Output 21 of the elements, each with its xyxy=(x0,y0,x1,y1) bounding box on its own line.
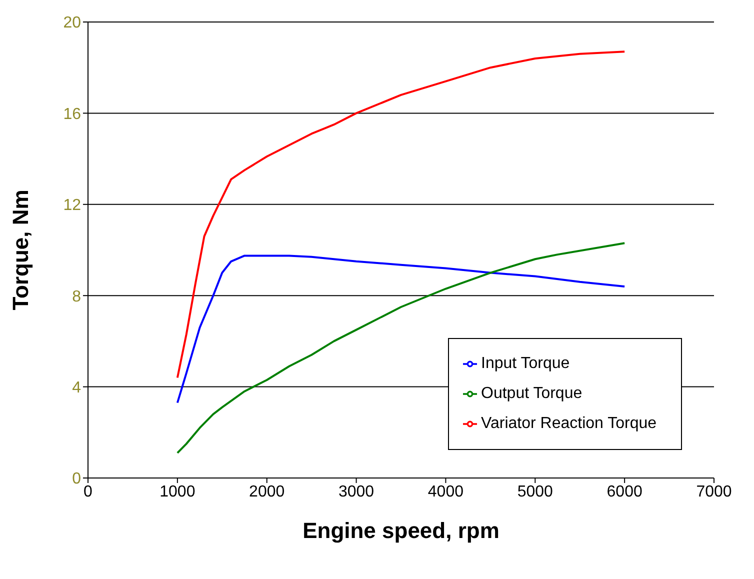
legend-label: Variator Reaction Torque xyxy=(481,415,657,432)
x-tick-label: 5000 xyxy=(517,483,554,500)
x-tick-label: 6000 xyxy=(606,483,642,500)
x-tick-label: 0 xyxy=(84,483,93,500)
x-axis-title: Engine speed, rpm xyxy=(302,518,500,543)
y-tick-label: 16 xyxy=(63,106,82,123)
y-tick-label: 8 xyxy=(72,288,82,306)
line-series xyxy=(176,50,626,379)
y-tick-label: 4 xyxy=(72,379,82,396)
x-tick-label: 2000 xyxy=(249,483,285,500)
x-tick-label: 1000 xyxy=(160,483,196,500)
y-axis-title: Torque, Nm xyxy=(8,190,33,310)
y-tick-label: 12 xyxy=(63,197,82,214)
legend-label: Input Torque xyxy=(481,355,570,372)
line-series xyxy=(176,254,626,404)
x-tick-label: 7000 xyxy=(696,483,732,500)
y-tick-label: 0 xyxy=(72,470,82,488)
x-tick-label: 4000 xyxy=(428,483,464,500)
x-tick-label: 3000 xyxy=(338,483,374,500)
legend-label: Output Torque xyxy=(481,385,582,402)
y-tick-label: 20 xyxy=(63,14,82,32)
